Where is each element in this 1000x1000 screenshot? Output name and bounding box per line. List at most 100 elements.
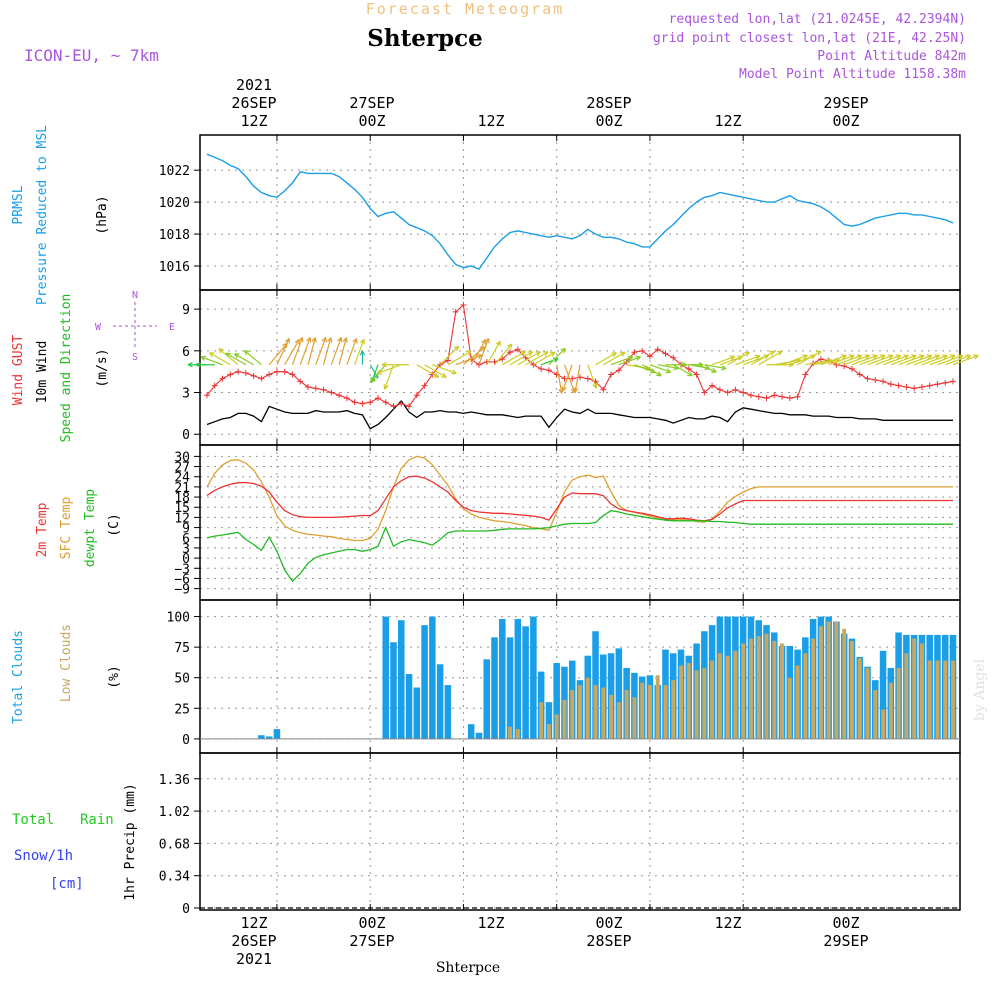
prmsl-unit-label: (hPa)	[95, 195, 110, 234]
wind-direction-arrow	[618, 356, 641, 366]
temperature-ytick-label: 21	[174, 481, 190, 496]
footer-location: Shterpce	[436, 960, 500, 976]
wind-arrow-head	[306, 337, 312, 343]
low-cloud-bar	[694, 670, 699, 739]
wind-gust-marker	[328, 389, 335, 396]
wind-direction-arrow	[859, 354, 886, 366]
wind-gust-marker	[421, 382, 428, 389]
wind-direction-arrow	[595, 352, 617, 366]
temp-unit-label: (C)	[107, 513, 122, 536]
wind-arrow-head	[744, 351, 750, 357]
wind-direction-arrow	[439, 345, 459, 366]
compass-s: S	[132, 352, 138, 363]
wind-arrow-head	[337, 337, 343, 343]
wind-arrow-head	[451, 369, 457, 375]
low-cloud-bar	[686, 663, 691, 739]
wind-arrow-head	[209, 352, 215, 358]
wind-direction-arrow	[875, 354, 901, 366]
temp-labels: 2m Temp SFC Temp dewpt Temp (C)	[35, 489, 122, 567]
wind-direction-arrow	[200, 356, 223, 366]
bottom-tick-6-l1: 00Z	[832, 914, 859, 932]
total-cloud-bar	[444, 685, 452, 739]
wind-gust-marker	[545, 367, 552, 374]
bottom-tick-5-l1: 12Z	[714, 914, 741, 932]
low-cloud-bar	[585, 677, 590, 739]
wind-direction-arrow	[432, 364, 457, 375]
wind-gust-marker	[460, 301, 467, 308]
wind-arrow-head	[495, 340, 501, 347]
wind-10m-line	[206, 399, 953, 430]
temperature-ytick-label: 9	[182, 522, 190, 537]
wind-arrow-head	[957, 354, 964, 360]
snow-label: Snow/1h	[14, 848, 73, 864]
wind-arrow-head	[895, 354, 902, 360]
wind-arrow-head	[195, 362, 201, 368]
wind-direction-arrow	[735, 355, 761, 366]
clouds-ytick-label: 25	[174, 702, 190, 717]
wind-arrow-head	[665, 368, 672, 374]
wind-speed-dir-label: Speed and Direction	[59, 294, 74, 443]
wind-gust-marker	[794, 393, 801, 400]
total-cloud-bar	[429, 616, 436, 739]
temperature-ytick-label: 18	[174, 491, 190, 506]
total-cloud-bar	[436, 664, 444, 739]
wind-direction-arrow	[354, 339, 365, 365]
wind-gust-marker	[444, 357, 451, 364]
wind-direction-arrow	[291, 337, 303, 365]
low-cloud-bar	[951, 660, 955, 739]
wind-direction-arrow	[828, 354, 855, 366]
wind-direction-arrow	[330, 337, 342, 365]
wind-direction-arrow	[587, 364, 597, 389]
top-tick-5-l1: 12Z	[714, 112, 741, 130]
low-cloud-bar	[655, 675, 660, 739]
wind-gust-marker	[895, 382, 902, 389]
total-cloud-bar	[514, 619, 522, 739]
wind-direction-arrow	[307, 337, 316, 365]
clouds-ytick-label: 50	[174, 672, 190, 687]
wind-arrow-head	[777, 350, 783, 356]
total-cloud-bar	[491, 637, 498, 739]
wind-arrow-head	[656, 371, 662, 377]
low-cloud-bar	[865, 667, 870, 739]
wind-arrow-head	[476, 354, 483, 360]
wind-direction-arrow	[634, 364, 656, 373]
wind-direction-arrow	[556, 364, 563, 394]
wind-arrow-head	[225, 352, 231, 358]
low-cloud-bar	[764, 633, 769, 739]
wind-gust-marker	[934, 381, 941, 388]
low-cloud-bar	[787, 677, 792, 739]
wind-gust-marker	[569, 375, 576, 382]
wind-gust-marker	[646, 353, 653, 360]
wind-gust-marker	[950, 378, 956, 385]
low-cloud-bar	[772, 641, 777, 739]
temperature-ytick-label: −6	[174, 572, 190, 587]
wind-arrow-head	[560, 347, 566, 354]
wind-direction-arrow	[937, 354, 964, 366]
wind-gust-marker	[779, 393, 786, 400]
top-time-ticks: 2021 26SEP 12Z 27SEP 00Z 12Z 28SEP 00Z 1…	[231, 76, 868, 130]
wind-direction-arrow	[820, 354, 847, 366]
top-tick-1-l2: 26SEP	[231, 94, 276, 112]
wind-arrow-head	[218, 348, 224, 354]
wind-gust-marker	[305, 383, 312, 390]
wind-direction-arrow	[797, 350, 822, 366]
wind-arrow-head	[370, 377, 376, 383]
wind-gust-marker	[367, 399, 374, 406]
wind-gust-marker	[848, 365, 855, 372]
wind-gust-marker	[856, 371, 863, 378]
wind-gust-marker	[872, 377, 879, 384]
prmsl-line	[206, 153, 954, 271]
bottom-tick-6-l2: 29SEP	[823, 932, 868, 950]
wind-direction-arrow	[315, 337, 327, 365]
temperature-ytick-label: 0	[182, 552, 190, 567]
wind-gust-marker	[918, 383, 925, 390]
wind-direction-arrow	[805, 359, 833, 366]
wind-gust-marker	[709, 382, 716, 389]
compass-n: N	[132, 290, 138, 301]
low-cloud-bar	[780, 643, 784, 739]
top-tick-4-l1: 28SEP	[586, 94, 631, 112]
precipitation-ytick-label: 1.36	[159, 773, 190, 788]
wind-arrow-head	[327, 337, 333, 343]
low-cloud-bar	[904, 653, 909, 739]
